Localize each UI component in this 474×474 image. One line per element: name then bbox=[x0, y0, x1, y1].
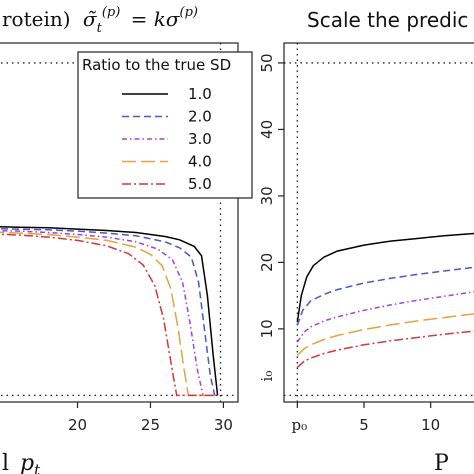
x-tick-label: 20 bbox=[68, 416, 87, 434]
legend: Ratio to the true SD 1.0 2.0 3.0 4.0 5.0 bbox=[77, 51, 253, 199]
x-tick-label-p0: p₀ bbox=[292, 416, 308, 434]
right-x-axis-label: P bbox=[434, 451, 449, 474]
y-tick-label: 20 bbox=[258, 253, 276, 272]
x-tick-label: 25 bbox=[141, 416, 160, 434]
right-plot-panel: 10 20 30 40 50 5 10 p₀ i₀ P bbox=[258, 42, 474, 474]
y-tick-label: 40 bbox=[258, 120, 276, 139]
legend-entry-label: 2.0 bbox=[188, 108, 212, 126]
series-line-ratio-2-0 bbox=[0, 227, 216, 396]
legend-entry-label: 4.0 bbox=[188, 153, 212, 171]
y-tick-label: 50 bbox=[258, 53, 276, 72]
y-tick-label: 10 bbox=[258, 319, 276, 338]
series-line-ratio-2-0 bbox=[296, 266, 474, 326]
right-series-group bbox=[296, 232, 474, 368]
right-reference-lines bbox=[284, 43, 474, 402]
x-tick-label: 30 bbox=[214, 416, 233, 434]
legend-entry-label: 1.0 bbox=[188, 85, 212, 103]
y-tick-label: 30 bbox=[258, 186, 276, 205]
legend-entry-label: 3.0 bbox=[188, 130, 212, 148]
x-tick-label: 10 bbox=[421, 416, 440, 434]
series-line-ratio-3-0 bbox=[296, 291, 474, 343]
left-plot-frame bbox=[0, 42, 239, 403]
series-line-ratio-1-0 bbox=[0, 225, 219, 396]
legend-entry-label: 5.0 bbox=[188, 175, 212, 193]
legend-entries: 1.0 2.0 3.0 4.0 5.0 bbox=[122, 85, 212, 193]
left-x-axis-label: l pt bbox=[2, 451, 41, 474]
legend-box bbox=[77, 51, 253, 199]
series-line-ratio-5-0 bbox=[0, 233, 218, 397]
x-tick-label: 5 bbox=[359, 416, 369, 434]
legend-title: Ratio to the true SD bbox=[82, 56, 231, 74]
series-line-ratio-4-0 bbox=[0, 231, 218, 397]
right-chart-title: Scale the predic bbox=[307, 8, 468, 32]
series-line-ratio-4-0 bbox=[296, 313, 474, 357]
left-chart-title: rotein) σ̃t(p) = kσ(p) bbox=[2, 0, 198, 36]
right-y-axis-label: i₀ bbox=[258, 371, 276, 382]
right-y-axis: 10 20 30 40 50 bbox=[258, 53, 284, 338]
left-x-axis: 20 25 30 bbox=[68, 402, 233, 434]
series-line-ratio-5-0 bbox=[296, 330, 474, 368]
left-plot-panel: 20 25 30 Ratio to the true SD 1.0 2.0 3.0 4.0… bbox=[0, 42, 253, 474]
left-series-group bbox=[0, 225, 219, 397]
series-line-ratio-3-0 bbox=[0, 229, 204, 396]
series-line-ratio-1-0 bbox=[296, 232, 474, 323]
right-plot-frame bbox=[283, 42, 474, 403]
right-x-axis: 5 10 p₀ bbox=[292, 402, 440, 434]
